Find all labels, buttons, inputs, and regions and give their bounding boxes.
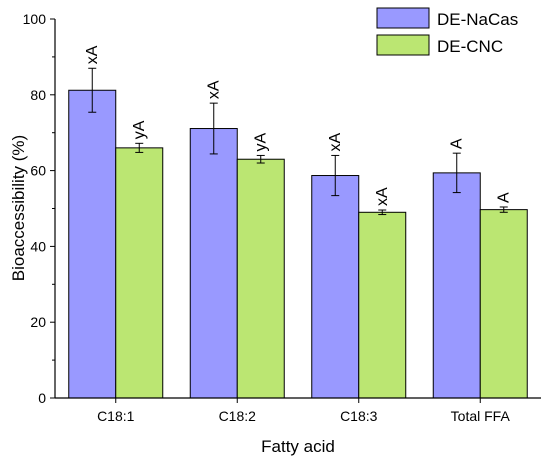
legend-swatch-series-1 — [376, 34, 430, 56]
bar-0-1 — [189, 128, 238, 399]
y-tick-label-2: 40 — [30, 238, 46, 254]
bar-label-1-0: yA — [131, 120, 148, 139]
y-ticks-layer: 0 20 40 60 80 100 — [23, 11, 55, 406]
y-tick-label-0: 0 — [38, 390, 46, 406]
y-tick-label-1: 20 — [30, 314, 46, 330]
bar-0-0 — [68, 89, 117, 399]
bar-1-2 — [358, 211, 407, 399]
x-ticks-layer: C18:1 C18:2 C18:3 Total FFA — [97, 398, 510, 424]
legend-swatch-series-0 — [376, 7, 430, 29]
bar-label-0-0: xA — [84, 45, 101, 64]
bar-label-1-1: yA — [253, 132, 270, 151]
bar-1-1 — [236, 158, 285, 399]
bar-label-1-2: xA — [374, 187, 391, 206]
y-axis-title: Bioaccessibility (%) — [9, 135, 28, 281]
bar-1-3 — [479, 209, 528, 399]
bar-1-0 — [115, 147, 164, 399]
bar-0-2 — [311, 175, 360, 399]
bars-layer — [68, 89, 528, 399]
x-axis-title: Fatty acid — [261, 437, 335, 456]
bar-label-0-3: A — [449, 138, 466, 149]
x-tick-label-0: C18:1 — [97, 408, 135, 424]
x-tick-label-1: C18:2 — [219, 408, 257, 424]
y-tick-label-5: 100 — [23, 11, 47, 27]
legend: DE-NaCas DE-CNC — [376, 7, 518, 56]
x-tick-label-3: Total FFA — [451, 408, 511, 424]
bar-label-0-2: xA — [327, 132, 344, 151]
error-bars-layer — [88, 67, 508, 216]
y-tick-label-3: 60 — [30, 163, 46, 179]
bar-label-1-3: A — [496, 192, 513, 203]
y-tick-label-4: 80 — [30, 87, 46, 103]
bar-labels-layer: xA yA xA yA xA xA A A — [84, 45, 513, 206]
x-tick-label-2: C18:3 — [340, 408, 378, 424]
legend-label-series-0: DE-NaCas — [437, 10, 518, 29]
bar-0-3 — [432, 172, 481, 399]
legend-label-series-1: DE-CNC — [437, 37, 503, 56]
bar-label-0-1: xA — [206, 80, 223, 99]
